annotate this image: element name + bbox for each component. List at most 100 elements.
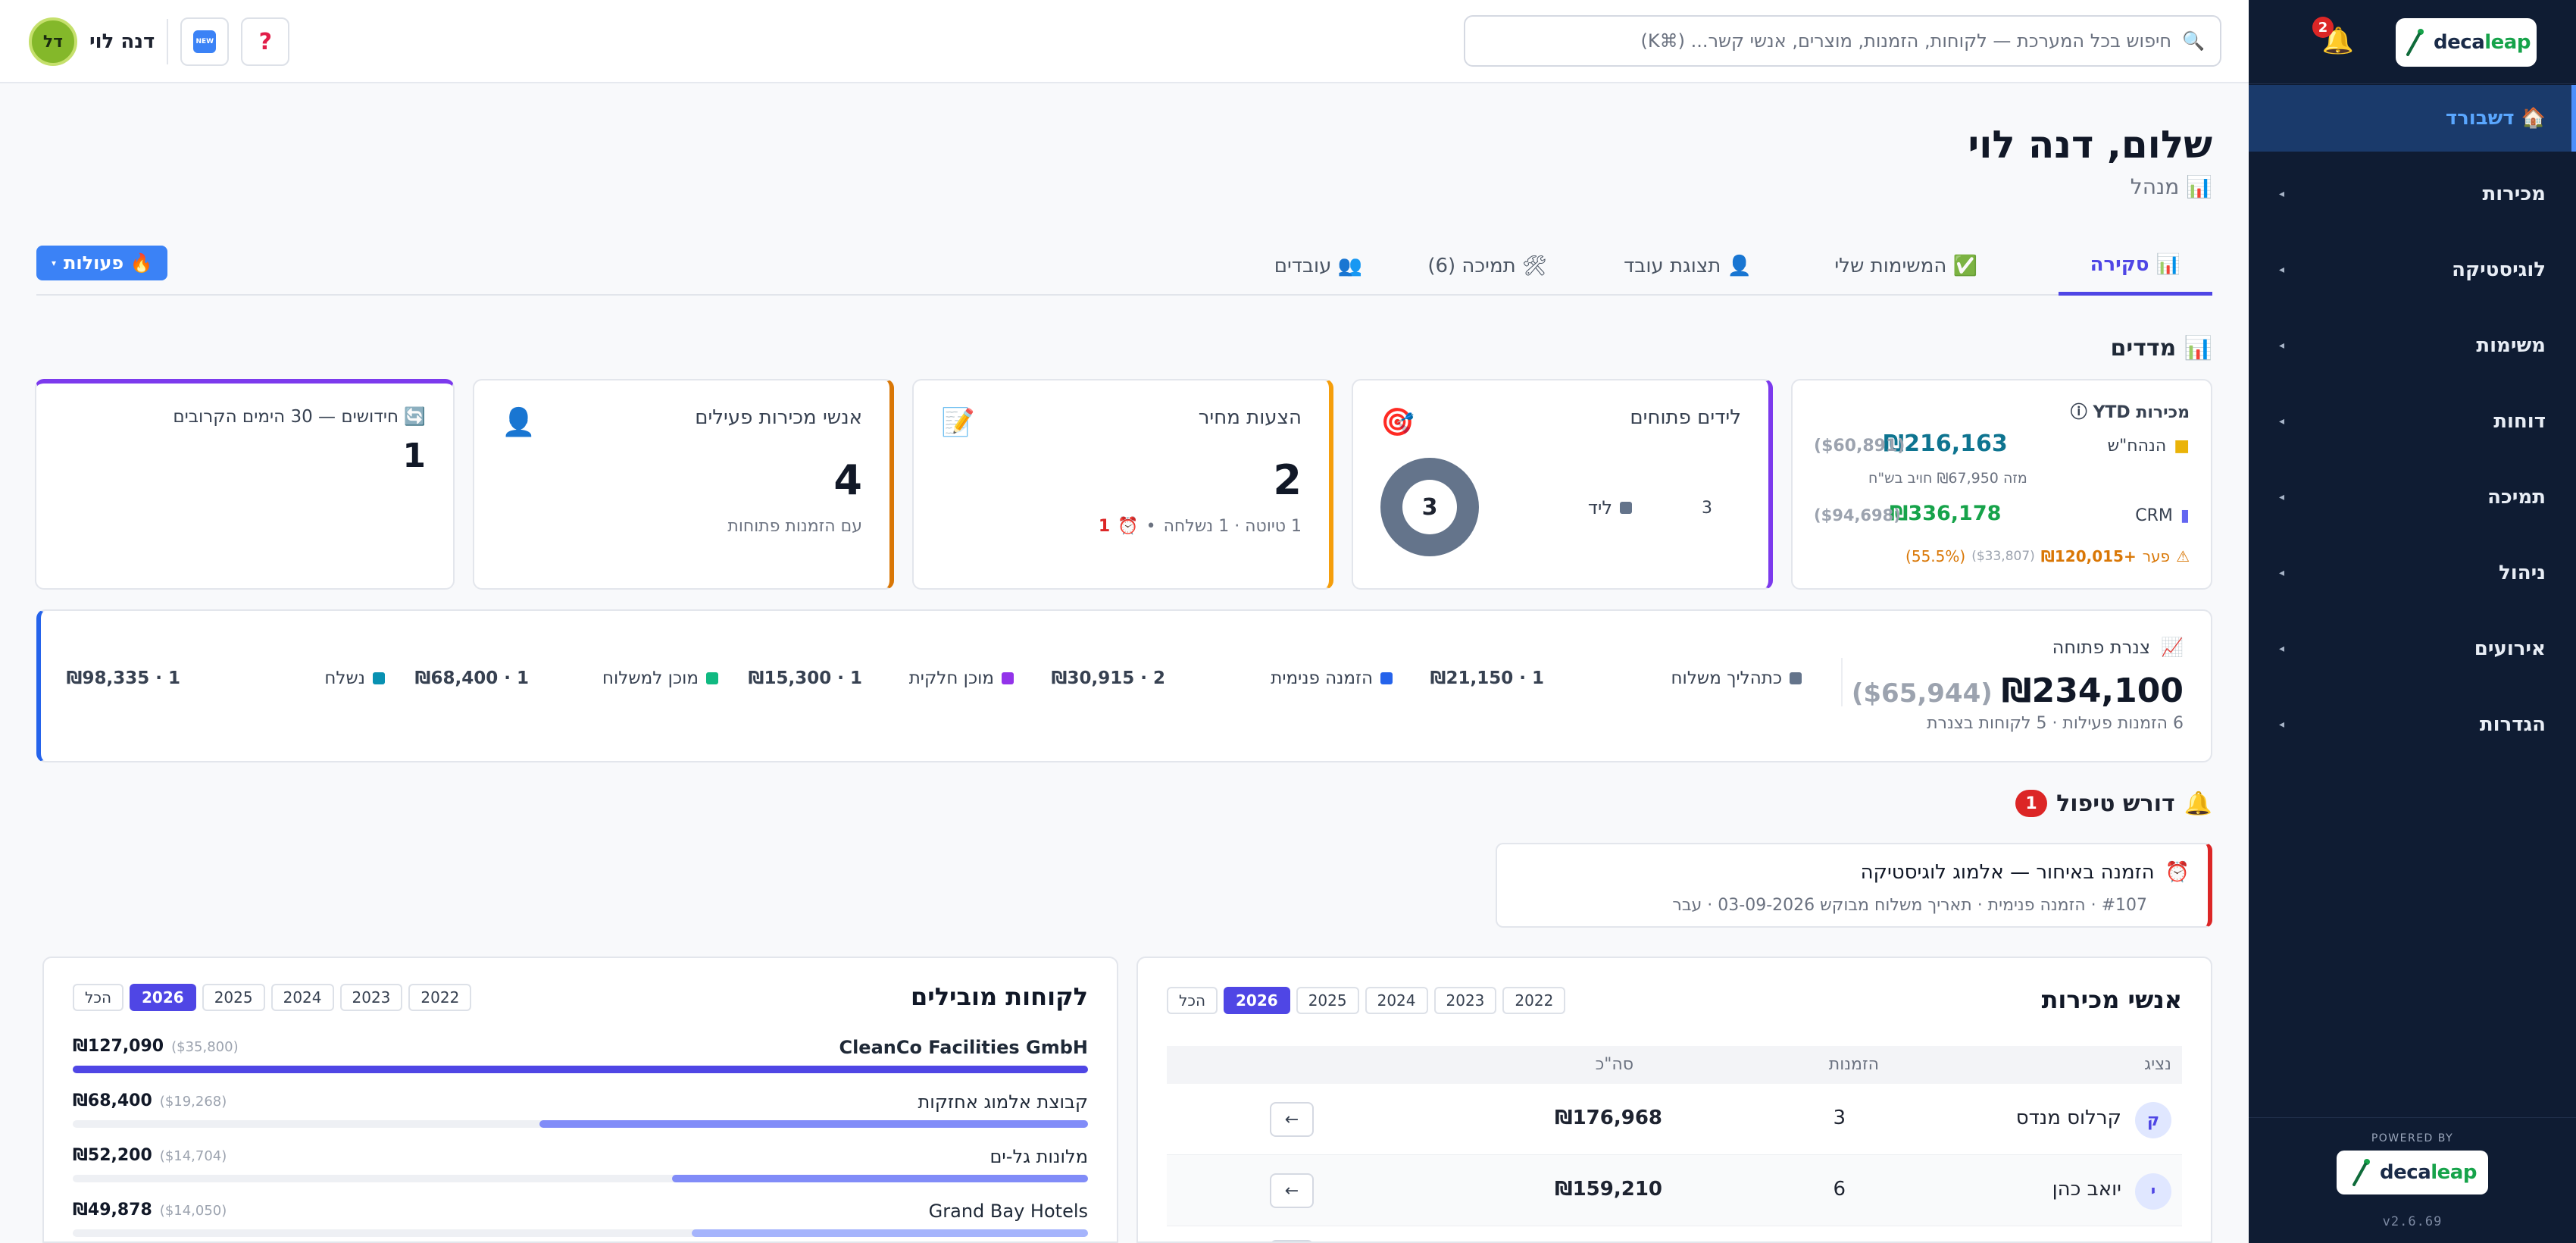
year-tab[interactable]: 2022 [408, 984, 472, 1011]
help-button[interactable]: ? [241, 17, 290, 66]
year-tab[interactable]: 2024 [1365, 987, 1428, 1014]
salespeople-title: אנשי מכירות פעילים [695, 406, 862, 429]
row-open-button[interactable]: ← [1270, 1173, 1314, 1208]
sidebar-item-events[interactable]: אירועים ◂ [2249, 615, 2576, 682]
active-salespeople-card[interactable]: אנשי מכירות פעילים 👤 4 עם הזמנות פתוחות [473, 379, 894, 590]
open-leads-card[interactable]: לידים פתוחים 🎯 ליד 3 3 [1352, 379, 1773, 590]
stage-label: כתהליך משלוח [1671, 668, 1782, 688]
powered-by-label: POWERED BY [2371, 1132, 2454, 1144]
tab-employees[interactable]: 👥 עובדים [1274, 255, 1362, 277]
salesperson-total: ₪176,968 [1555, 1107, 1662, 1129]
salesperson-name: יואב כהן [2052, 1178, 2121, 1201]
sidebar-item-support[interactable]: תמיכה ◂ [2249, 464, 2576, 531]
late-order-alert[interactable]: ⏰ הזמנה באיחור — אלמוג לוגיסטיקה #107 · … [1496, 843, 2212, 928]
table-row[interactable]: ק קרלוס מנדס 3 ₪176,968 ← [1167, 1084, 2182, 1155]
top-customers-title: לקוחות מובילים [910, 982, 1088, 1011]
attention-count-badge: 1 [2015, 790, 2048, 817]
renewals-value: 1 [402, 437, 426, 475]
chevron-left-icon: ◂ [2279, 264, 2285, 276]
sidebar-item-reports[interactable]: דוחות ◂ [2249, 388, 2576, 455]
year-tab-active[interactable]: 2026 [130, 984, 196, 1011]
renewals-title: 🔄 חידושים — 30 הימים הקרובים [173, 407, 426, 427]
sidebar-item-sales[interactable]: מכירות ◂ [2249, 161, 2576, 227]
crm-value: ₪336,178 [1890, 502, 2002, 525]
help-icon: ? [258, 28, 272, 55]
pipeline-header: 📈 צנרת פתוחה [2052, 637, 2184, 658]
tab-support[interactable]: 🛠 תמיכה (6) [1427, 255, 1547, 277]
whats-new-button[interactable]: NEW [180, 17, 230, 66]
tab-employee-view[interactable]: 👤 תצוגת עובד [1624, 255, 1752, 277]
alarm-clock-icon: ⏰ [2165, 861, 2190, 884]
renewals-card[interactable]: 🔄 חידושים — 30 הימים הקרובים 1 [35, 379, 455, 590]
quotes-title: הצעות מחיר [1198, 406, 1302, 429]
user-name[interactable]: דנה לוי [89, 30, 155, 53]
quotes-value: 2 [1273, 456, 1302, 504]
customer-usd: ($19,268) [159, 1094, 227, 1110]
customer-usd: ($35,800) [171, 1039, 239, 1055]
sales-ytd-card[interactable]: מכירות ⓘ YTD ■ הנהח"ש ₪216,163 ($60,891)… [1791, 379, 2212, 590]
avatar[interactable]: דל [29, 17, 77, 66]
year-tab-active[interactable]: 2026 [1224, 987, 1290, 1014]
actions-dropdown-button[interactable]: 🔥 פעולות ▾ [36, 246, 168, 280]
sidebar-item-label: ניהול [2499, 562, 2546, 584]
year-tab[interactable]: 2025 [202, 984, 265, 1011]
customer-bar-row[interactable]: מלונות גל-ים ($14,704) ₪52,200 [73, 1146, 1088, 1201]
stage-label: הזמנה פנימית [1271, 668, 1373, 688]
salespeople-value: 4 [833, 456, 862, 504]
global-search[interactable]: 🔍 חיפוש בכל המערכת — לקוחות, הזמנות, מוצ… [1464, 15, 2221, 67]
crm-usd: ($94,698) [1814, 506, 1901, 524]
sidebar-item-dashboard[interactable]: 🏠 דשבורד [2249, 85, 2576, 152]
table-row[interactable]: י יואב כהן 6 ₪159,210 ← [1167, 1155, 2182, 1226]
year-tab[interactable]: 2022 [1502, 987, 1566, 1014]
gap-label: פער [2142, 547, 2171, 565]
table-row[interactable] [1167, 1226, 2182, 1241]
alarm-clock-icon: ⏰ [1118, 517, 1139, 536]
year-tab[interactable]: 2023 [339, 984, 403, 1011]
topbar-left-group: דל דנה לוי NEW ? [29, 0, 290, 83]
accounting-sub: מזה ₪67,950 חויב בש"ח [1868, 470, 2027, 487]
year-tab[interactable]: 2024 [270, 984, 334, 1011]
column-header: סה"כ [1595, 1055, 1633, 1074]
sidebar-item-settings[interactable]: הגדרות ◂ [2249, 691, 2576, 758]
stage-swatch [1790, 672, 1802, 684]
salesperson-orders: 6 [1833, 1178, 1846, 1201]
sidebar-divider [2249, 83, 2576, 84]
version-label: v2.6.69 [2382, 1214, 2443, 1229]
row-open-button[interactable]: ← [1270, 1102, 1314, 1137]
open-pipeline-card[interactable]: 📈 צנרת פתוחה ₪234,100 ($65,944) 6 הזמנות… [36, 609, 2212, 762]
customer-value: ₪68,400 [73, 1091, 152, 1110]
sidebar-item-logistics[interactable]: לוגיסטיקה ◂ [2249, 236, 2576, 303]
sidebar-item-tasks[interactable]: משימות ◂ [2249, 312, 2576, 379]
alert-title-row: ⏰ הזמנה באיחור — אלמוג לוגיסטיקה [1861, 861, 2190, 884]
sidebar-item-label: הגדרות [2479, 713, 2546, 736]
customer-bar-fill [73, 1066, 1088, 1073]
customer-bar-track [73, 1120, 1088, 1128]
person-icon: 👤 [502, 407, 536, 438]
footer-logo: decaleap [2337, 1151, 2488, 1194]
sidebar-item-management[interactable]: ניהול ◂ [2249, 540, 2576, 606]
pipeline-stage-value: 2 · ₪30,915 [1051, 668, 1165, 688]
chevron-left-icon: ◂ [2279, 643, 2285, 655]
crm-label: CRM [2135, 506, 2173, 525]
alert-item-sub: #107 · הזמנה פנימית · תאריך משלוח מבוקש … [1672, 896, 2147, 915]
row-open-button[interactable] [1270, 1240, 1314, 1241]
customer-usd: ($14,704) [159, 1148, 227, 1164]
customer-bar-row[interactable]: קבוצת אלמוג אחזקות ($19,268) ₪68,400 [73, 1091, 1088, 1146]
year-tab-all[interactable]: הכל [1167, 987, 1218, 1014]
sidebar-item-label: דוחות [2493, 410, 2546, 433]
year-tab[interactable]: 2023 [1433, 987, 1497, 1014]
customer-bar-row[interactable]: Grand Bay Hotels ($14,050) ₪49,878 [73, 1201, 1088, 1241]
tab-overview[interactable]: 📊 סקירה [2058, 236, 2212, 296]
year-tab-all[interactable]: הכל [73, 984, 124, 1011]
gap-pct: (55.5%) [1905, 547, 1966, 565]
logo-text: decaleap [2380, 1161, 2477, 1184]
search-input[interactable]: חיפוש בכל המערכת — לקוחות, הזמנות, מוצרי… [1640, 30, 2172, 52]
stage-swatch [1002, 672, 1014, 684]
notifications-bell-icon[interactable]: 🔔 2 [2312, 17, 2358, 61]
price-quotes-card[interactable]: הצעות מחיר 📝 2 1 טיוטה · 1 נשלחה • ⏰ 1 [912, 379, 1333, 590]
app-logo[interactable]: decaleap [2396, 18, 2537, 67]
tab-my-tasks[interactable]: ✅ המשימות שלי [1834, 255, 1977, 277]
customer-bar-row[interactable]: CleanCo Facilities GmbH ($35,800) ₪127,090 [73, 1037, 1088, 1091]
year-tab[interactable]: 2025 [1296, 987, 1359, 1014]
customer-name: מלונות גל-ים [989, 1146, 1088, 1167]
